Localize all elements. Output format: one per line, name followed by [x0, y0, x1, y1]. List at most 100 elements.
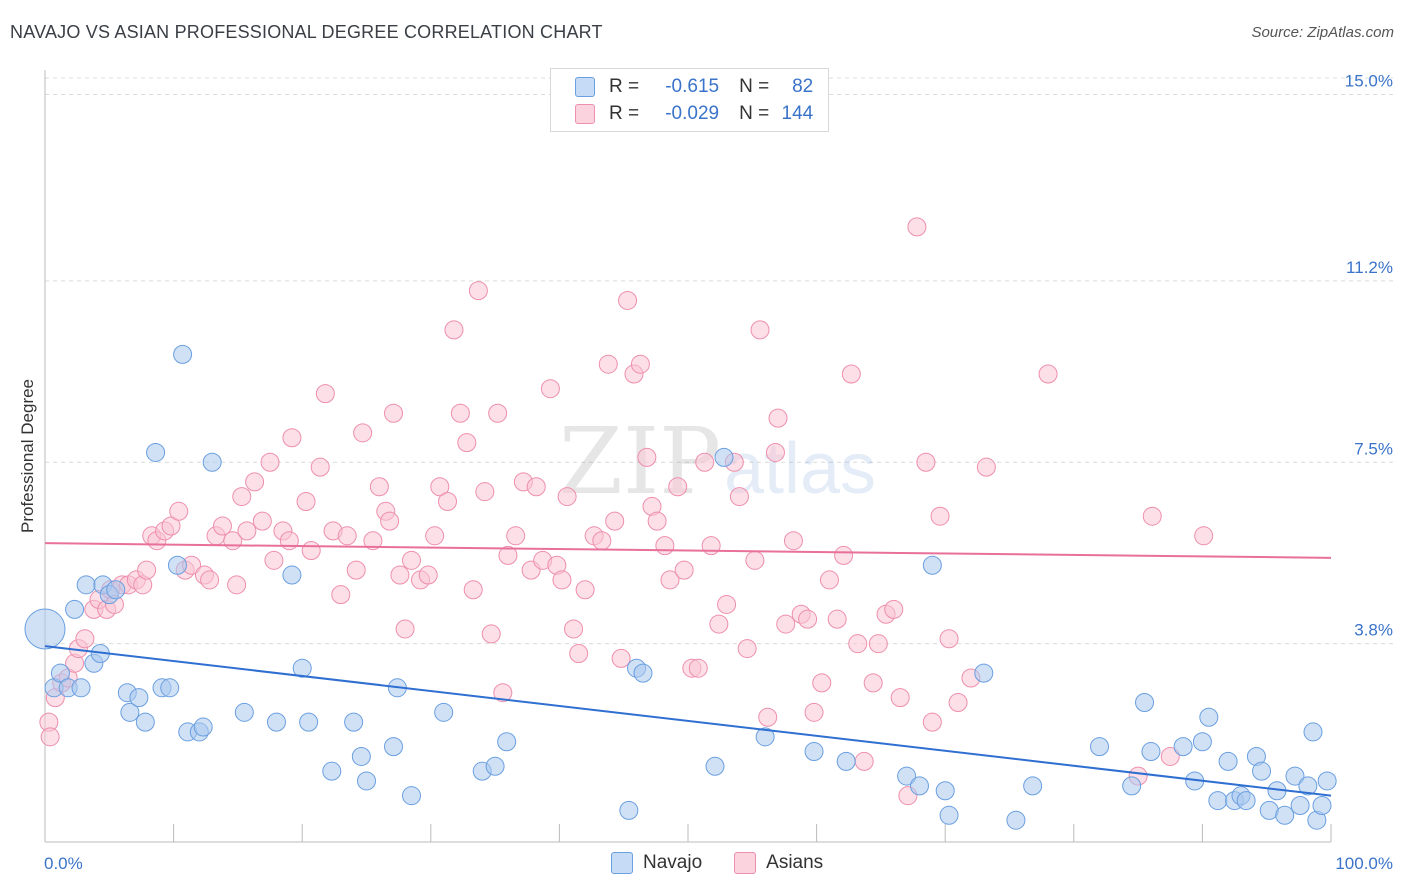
- navajo-point: [65, 599, 85, 619]
- navajo-point: [1285, 766, 1305, 786]
- asians-point: [161, 516, 181, 536]
- navajo-point: [135, 712, 155, 732]
- asians-point: [380, 511, 400, 531]
- asians-point: [395, 619, 415, 639]
- asians-point: [592, 531, 612, 551]
- asians-point: [282, 428, 302, 448]
- x-tick-label-min: 0.0%: [44, 854, 83, 873]
- asians-point: [827, 609, 847, 629]
- legend-item-navajo[interactable]: Navajo: [611, 852, 702, 874]
- navajo-point: [322, 761, 342, 781]
- asians-point: [729, 487, 749, 507]
- asians-point: [804, 702, 824, 722]
- asians-point: [884, 599, 904, 619]
- navajo-point: [24, 608, 66, 650]
- navajo-point: [1298, 776, 1318, 796]
- asians-point: [758, 707, 778, 727]
- asians-point: [637, 447, 657, 467]
- navajo-point: [909, 776, 929, 796]
- asians-point: [369, 477, 389, 497]
- legend-r-value-asians: -0.029: [665, 103, 720, 124]
- asians-point: [475, 482, 495, 502]
- navajo-point: [1317, 771, 1337, 791]
- navajo-point: [705, 756, 725, 776]
- navajo-point: [1303, 722, 1323, 742]
- navajo-point: [193, 717, 213, 737]
- navajo-point: [897, 766, 917, 786]
- navajo-point: [357, 771, 376, 791]
- navajo-point: [1312, 795, 1332, 815]
- asians-point: [939, 629, 959, 649]
- y-tick-label: 15.0%: [1345, 72, 1393, 91]
- navajo-point: [106, 580, 126, 600]
- navajo-point: [1173, 737, 1193, 757]
- chart-title: NAVAJO VS ASIAN PROFESSIONAL DEGREE CORR…: [10, 22, 603, 42]
- asians-point: [948, 693, 968, 713]
- asians-point: [709, 614, 729, 634]
- navajo-point: [1236, 791, 1256, 811]
- asians-point: [768, 408, 788, 428]
- asians-point: [463, 580, 483, 600]
- asians-point: [506, 526, 526, 546]
- asians-point: [169, 501, 189, 521]
- correlation-legend: R = -0.615 N = 82 R = -0.029 N = 144: [550, 68, 829, 132]
- asians-point: [1142, 506, 1162, 526]
- navajo-point: [299, 712, 319, 732]
- asians-point: [598, 354, 618, 374]
- asians-point: [922, 712, 942, 732]
- navajo-point: [234, 702, 254, 722]
- y-tick-label: 7.5%: [1354, 439, 1393, 458]
- asians-point: [137, 560, 157, 580]
- asians-point: [498, 545, 518, 565]
- legend-row-asians: R = -0.029 N = 144: [575, 102, 813, 126]
- navajo-point: [344, 712, 364, 732]
- source-label[interactable]: Source: ZipAtlas.com: [1251, 24, 1394, 41]
- navajo-point: [1135, 693, 1155, 713]
- asians-point: [40, 727, 60, 747]
- asians-point: [569, 643, 589, 663]
- asians-point: [630, 354, 650, 374]
- navajo-point: [402, 786, 422, 806]
- navajo-point: [292, 658, 312, 678]
- asians-point: [540, 379, 560, 399]
- navajo-trend-line: [44, 645, 1332, 797]
- asians-point: [75, 629, 95, 649]
- asians-point: [1194, 526, 1214, 546]
- legend-n-value-navajo: 82: [792, 76, 814, 97]
- navajo-point: [497, 732, 517, 752]
- navajo-point: [935, 781, 955, 801]
- legend-r-value-navajo: -0.615: [665, 76, 720, 97]
- navajo-point: [76, 575, 96, 595]
- navajo-point: [71, 678, 91, 698]
- navajo-point: [282, 565, 302, 585]
- y-tick-label: 11.2%: [1346, 258, 1393, 277]
- asians-point: [660, 570, 680, 590]
- asians-point: [552, 570, 572, 590]
- asians-point: [526, 477, 546, 497]
- navajo-point: [129, 688, 149, 708]
- asians-point: [245, 472, 265, 492]
- asians-point: [890, 688, 910, 708]
- navajo-point: [1141, 742, 1161, 762]
- legend-swatch-navajo: [611, 852, 633, 874]
- navajo-point: [633, 663, 653, 683]
- asians-point: [390, 565, 410, 585]
- asians-point: [863, 673, 883, 693]
- asians-point: [798, 609, 818, 629]
- navajo-point: [434, 702, 454, 722]
- asians-point: [812, 673, 832, 693]
- asians-point: [296, 491, 316, 511]
- asians-point: [457, 433, 477, 453]
- asians-point: [834, 545, 854, 565]
- navajo-point: [1090, 737, 1110, 757]
- navajo-point: [1218, 751, 1238, 771]
- asians-point: [438, 491, 458, 511]
- asians-point: [564, 619, 584, 639]
- asians-point: [737, 639, 757, 659]
- legend-item-asians[interactable]: Asians: [734, 852, 823, 874]
- asians-point: [907, 217, 927, 237]
- asians-point: [363, 531, 383, 551]
- asians-point: [315, 384, 335, 404]
- asians-point: [260, 452, 280, 472]
- asians-point: [765, 442, 785, 462]
